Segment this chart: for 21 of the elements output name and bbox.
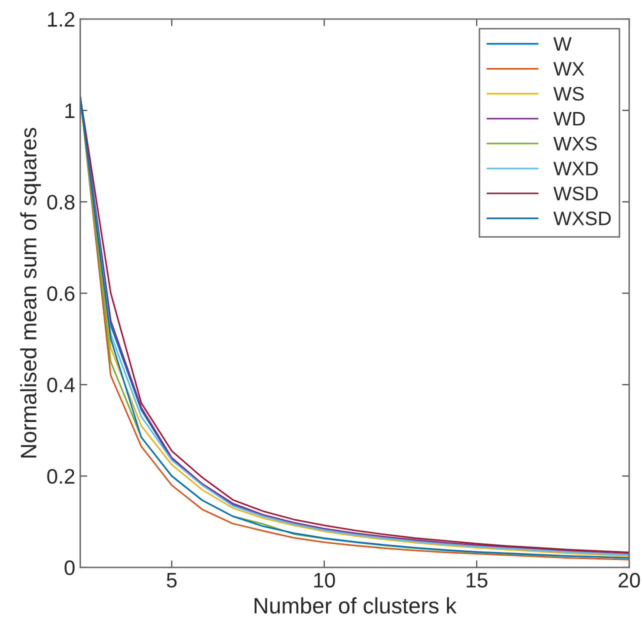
legend-label: W [553, 37, 572, 51]
x-tick-label: 10 [314, 572, 335, 588]
x-axis-title: Number of clusters k [254, 597, 457, 614]
legend-label: WXSD [553, 212, 611, 226]
legend-label: WXS [553, 136, 597, 151]
y-tick-label: 1 [65, 104, 74, 118]
y-tick-label: 1.2 [48, 12, 74, 27]
y-tick-label: 0 [64, 560, 75, 576]
y-tick-label: 0.6 [47, 286, 74, 301]
x-tick-label: 5 [166, 573, 177, 588]
legend-label: WS [553, 86, 584, 101]
y-tick-label: 0.8 [47, 194, 74, 210]
y-axis-title: Normalised mean sum of squares [20, 128, 41, 458]
y-tick-label: 0.2 [47, 469, 74, 484]
legend-label: WX [553, 62, 584, 76]
legend-label: WD [553, 112, 585, 126]
legend-label: WXD [553, 162, 598, 176]
x-tick-label: 15 [466, 573, 488, 588]
y-tick-label: 0.4 [47, 378, 75, 392]
legend-label: WSD [553, 186, 598, 200]
x-tick-label: 20 [618, 572, 640, 588]
